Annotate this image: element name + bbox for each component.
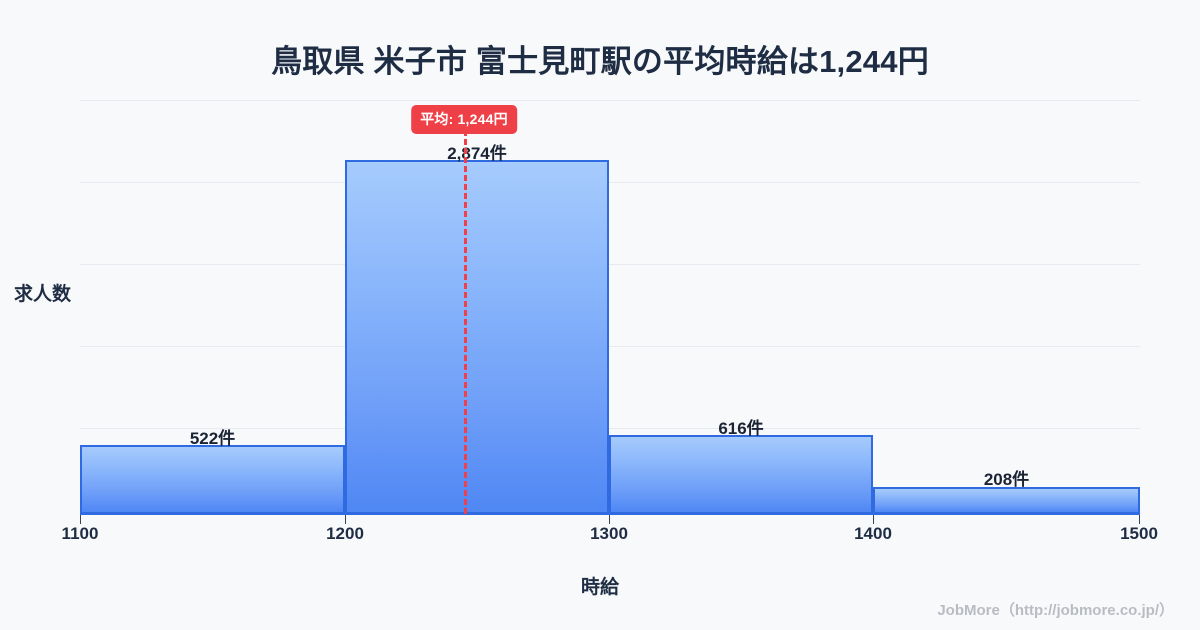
gridline <box>80 428 1140 429</box>
average-line <box>464 130 467 514</box>
watermark-credit: JobMore（http://jobmore.co.jp/） <box>937 602 1174 619</box>
x-tick-mark <box>873 515 874 524</box>
x-axis-title: 時給 <box>580 577 619 598</box>
histogram-bar[interactable] <box>345 160 609 514</box>
x-tick-label: 1300 <box>590 524 628 543</box>
bar-value-label: 2,874件 <box>447 144 507 163</box>
x-tick-mark <box>1139 515 1140 524</box>
histogram-bar[interactable] <box>873 487 1140 514</box>
x-tick-label: 1500 <box>1120 524 1158 543</box>
y-axis-title: 求人数 <box>14 284 72 305</box>
x-tick-mark <box>345 515 346 524</box>
bar-value-label: 522件 <box>189 429 236 448</box>
plot-area <box>80 100 1140 513</box>
page-title: 鳥取県 米子市 富士見町駅の平均時給は1,244円 <box>271 44 929 79</box>
average-badge: 平均: 1,244円 <box>411 105 517 134</box>
x-tick-label: 1100 <box>61 524 99 543</box>
bar-value-label: 208件 <box>983 470 1030 489</box>
gridline <box>80 346 1140 347</box>
x-tick-mark <box>80 515 81 524</box>
x-tick-mark <box>609 515 610 524</box>
gridline <box>80 182 1140 183</box>
gridline <box>80 264 1140 265</box>
x-axis-line <box>80 513 1140 515</box>
histogram-bar[interactable] <box>609 435 873 514</box>
gridline <box>80 100 1140 101</box>
bar-value-label: 616件 <box>718 419 764 438</box>
x-tick-label: 1400 <box>854 524 892 543</box>
x-tick-label: 1200 <box>326 524 364 543</box>
histogram-bar[interactable] <box>80 445 345 514</box>
